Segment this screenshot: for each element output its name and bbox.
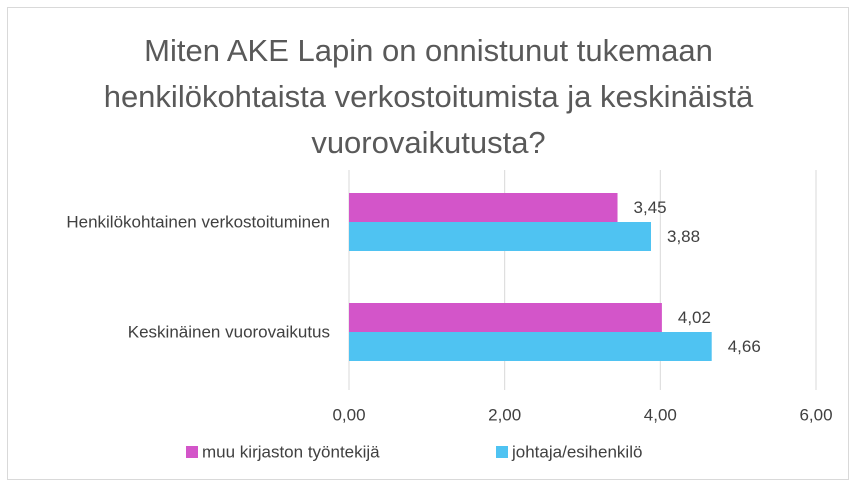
data-label: 4,66	[728, 337, 761, 356]
data-label: 3,88	[667, 227, 700, 246]
x-tick-label: 6,00	[799, 405, 832, 424]
chart-title: Miten AKE Lapin on onnistunut tukemaan h…	[103, 33, 754, 160]
legend-swatch	[186, 446, 198, 458]
y-tick-label: Henkilökohtainen verkostoituminen	[66, 212, 330, 232]
legend-label: muu kirjaston työntekijä	[202, 442, 380, 461]
bar	[349, 222, 651, 251]
bar	[349, 303, 662, 332]
data-label: 3,45	[634, 198, 667, 217]
bar	[349, 193, 618, 222]
x-tick-label: 2,00	[488, 405, 521, 424]
y-tick-label: Keskinäinen vuorovaikutus	[127, 322, 330, 342]
x-tick-label: 0,00	[332, 405, 365, 424]
chart-border	[7, 7, 849, 480]
legend-label: johtaja/esihenkilö	[511, 442, 642, 461]
legend-swatch	[496, 446, 508, 458]
bar	[349, 332, 712, 361]
x-tick-label: 4,00	[644, 405, 677, 424]
data-label: 4,02	[678, 308, 711, 327]
